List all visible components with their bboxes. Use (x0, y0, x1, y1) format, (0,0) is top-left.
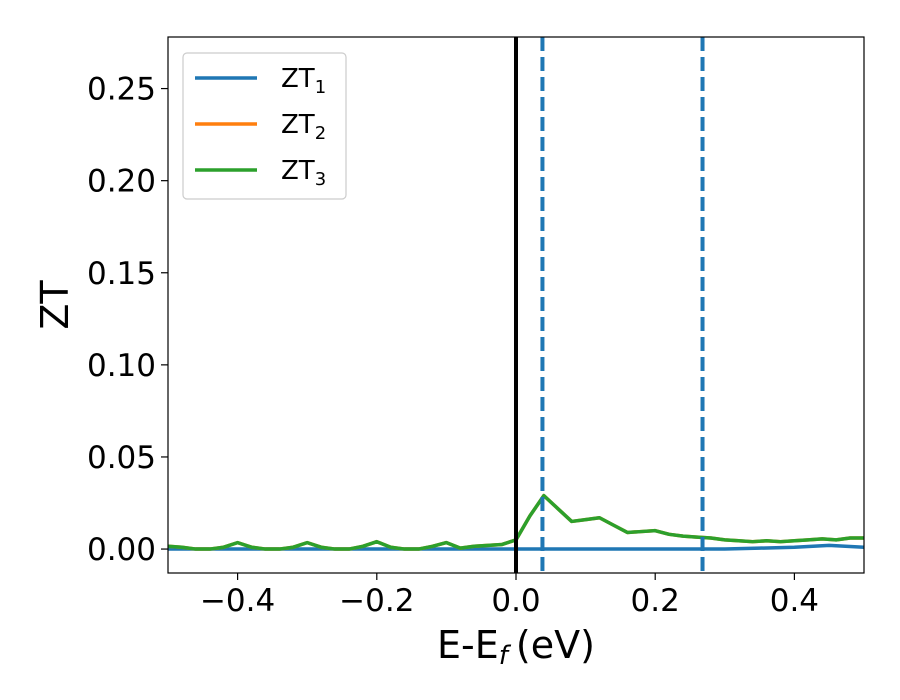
legend: ZT1 ZT2 ZT3 (182, 52, 347, 200)
x-tick-label: 0.2 (631, 583, 680, 619)
y-tick-label: 0.15 (87, 256, 156, 292)
y-tick-label: 0.00 (87, 532, 156, 568)
series-line-zt1 (168, 543, 864, 551)
y-tick-label: 0.20 (87, 164, 156, 200)
x-tick-label: 0.4 (770, 583, 819, 619)
x-tick-label: 0.0 (491, 583, 540, 619)
legend-frame (182, 52, 347, 200)
x-axis-title-unit: (eV) (516, 623, 595, 667)
x-tick-label: −0.4 (200, 583, 275, 619)
legend-label-zt3: ZT3 (281, 156, 326, 190)
legend-label-zt2: ZT2 (281, 110, 326, 144)
y-axis-title: ZT (33, 280, 77, 330)
plot-area (168, 37, 864, 573)
y-tick-label: 0.10 (87, 348, 156, 384)
plot-clip-group (168, 37, 864, 573)
x-axis-title-sub: f (499, 641, 512, 671)
legend-label-zt1: ZT1 (281, 64, 326, 98)
axes: −0.4 −0.2 0.0 0.2 0.4 0.00 0.05 0.10 0.15 0.20 0.2… (87, 36, 865, 619)
y-tick-label: 0.05 (87, 440, 156, 476)
x-axis-title: E-Ef (eV) (437, 623, 595, 671)
x-tick-label: −0.2 (339, 583, 414, 619)
y-tick-label: 0.25 (87, 72, 156, 108)
